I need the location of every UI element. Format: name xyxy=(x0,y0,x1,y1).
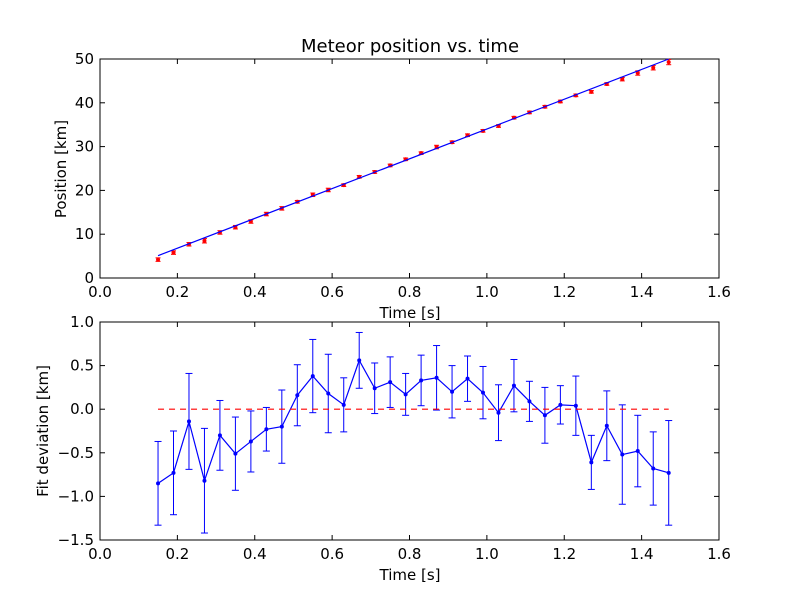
data-point xyxy=(527,399,532,404)
data-point xyxy=(233,451,238,456)
chart-title: Meteor position vs. time xyxy=(301,36,519,57)
data-point xyxy=(635,71,640,76)
data-point xyxy=(264,427,269,432)
position-plot: Meteor position vs. time 0.0 0.2 0.4 0.6 0.8… xyxy=(52,36,731,322)
data-point xyxy=(403,392,408,397)
x-axis-label: Time [s] xyxy=(379,304,441,322)
data-point xyxy=(620,452,625,457)
data-point xyxy=(666,470,671,475)
data-point xyxy=(434,375,439,380)
data-point xyxy=(202,478,207,483)
data-point xyxy=(279,424,284,429)
x-tick-label: 1.0 xyxy=(475,545,499,563)
plot-area xyxy=(99,58,720,279)
y-tick-label: 40 xyxy=(75,94,94,112)
deviation-plot: 0.0 0.2 0.4 0.6 0.8 1.0 1.2 1.4 1.6 1.0 0.5 0.0 −0.… xyxy=(34,313,731,584)
x-tick-label: 0.2 xyxy=(165,545,189,563)
x-tick-label: 0.8 xyxy=(398,545,422,563)
data-point xyxy=(666,60,671,65)
marks xyxy=(155,58,672,262)
x-tick-label: 0.8 xyxy=(398,283,422,301)
x-tick-label: 1.0 xyxy=(475,283,499,301)
data-point xyxy=(419,378,424,383)
data-point xyxy=(357,358,362,363)
data-point xyxy=(372,386,377,391)
x-tick-label: 0.0 xyxy=(88,545,112,563)
y-tick-label: −0.5 xyxy=(58,444,94,462)
x-ticks: 0.0 0.2 0.4 0.6 0.8 1.0 1.2 1.4 1.6 xyxy=(88,322,731,563)
plot-area xyxy=(99,321,720,541)
y-ticks: 0 10 20 30 40 50 xyxy=(75,50,719,287)
y-axis-label: Position [km] xyxy=(52,120,70,218)
data-point xyxy=(156,481,161,486)
data-point xyxy=(310,374,315,379)
x-tick-label: 1.2 xyxy=(552,545,576,563)
y-tick-label: 1.0 xyxy=(70,313,94,331)
data-point xyxy=(589,89,594,94)
y-tick-label: 30 xyxy=(75,138,94,156)
data-point xyxy=(604,423,609,428)
data-point xyxy=(186,419,191,424)
data-point xyxy=(496,410,501,415)
y-tick-label: 0.5 xyxy=(70,357,94,375)
x-tick-label: 1.4 xyxy=(630,545,654,563)
x-tick-label: 0.0 xyxy=(88,283,112,301)
marks xyxy=(154,331,673,534)
fit-line xyxy=(157,58,669,257)
data-point xyxy=(388,380,393,385)
y-tick-label: 20 xyxy=(75,181,94,199)
data-point xyxy=(295,393,300,398)
y-tick-label: 10 xyxy=(75,225,94,243)
data-point xyxy=(202,238,207,243)
data-point xyxy=(326,391,331,396)
data-point xyxy=(341,402,346,407)
x-ticks: 0.0 0.2 0.4 0.6 0.8 1.0 1.2 1.4 1.6 xyxy=(88,59,731,301)
x-tick-label: 0.2 xyxy=(165,283,189,301)
y-ticks: 1.0 0.5 0.0 −0.5 −1.0 −1.5 xyxy=(58,313,719,549)
x-tick-label: 1.6 xyxy=(707,283,731,301)
y-tick-label: 0.0 xyxy=(70,400,94,418)
data-point xyxy=(481,390,486,395)
data-point xyxy=(465,376,470,381)
data-point xyxy=(217,433,222,438)
y-tick-label: 0 xyxy=(84,269,94,287)
deviation-line xyxy=(157,358,669,484)
y-tick-label: 50 xyxy=(75,50,94,68)
x-tick-label: 1.2 xyxy=(552,283,576,301)
x-tick-label: 0.6 xyxy=(320,545,344,563)
x-tick-label: 0.4 xyxy=(243,283,267,301)
data-point xyxy=(542,413,547,418)
x-tick-label: 1.6 xyxy=(707,545,731,563)
data-point xyxy=(171,250,176,255)
data-point xyxy=(573,403,578,408)
x-tick-label: 0.4 xyxy=(243,545,267,563)
data-point xyxy=(156,257,161,262)
x-tick-label: 0.6 xyxy=(320,283,344,301)
y-tick-label: −1.0 xyxy=(58,487,94,505)
data-point xyxy=(248,439,253,444)
data-point xyxy=(651,466,656,471)
data-point xyxy=(589,460,594,465)
x-tick-label: 1.4 xyxy=(630,283,654,301)
data-point xyxy=(635,449,640,454)
x-axis-label: Time [s] xyxy=(379,566,441,584)
y-axis-label: Fit deviation [km] xyxy=(34,365,52,497)
data-point xyxy=(651,65,656,70)
data-point xyxy=(171,470,176,475)
data-point xyxy=(620,77,625,82)
data-point xyxy=(450,389,455,394)
data-point xyxy=(511,383,516,388)
y-tick-label: −1.5 xyxy=(58,531,94,549)
data-point xyxy=(558,402,563,407)
